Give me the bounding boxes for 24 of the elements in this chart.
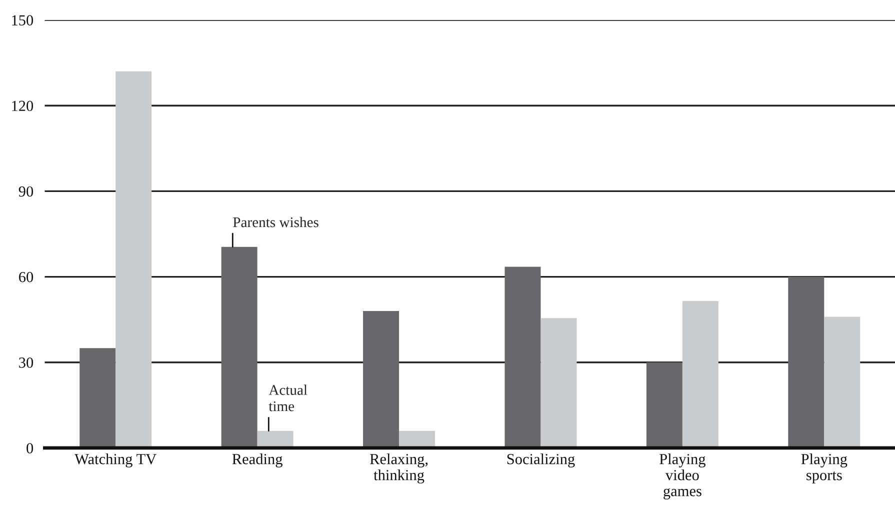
bar <box>540 318 577 448</box>
bar <box>80 348 116 448</box>
y-tick-label: 60 <box>19 272 34 282</box>
x-tick-label: Watching TV <box>74 454 156 468</box>
bar <box>682 301 718 448</box>
x-tick-label: Playing sports <box>801 454 848 484</box>
y-tick-label: 150 <box>12 15 34 26</box>
annotation: Actual time <box>268 384 308 412</box>
y-tick-label: 90 <box>18 186 34 197</box>
bar <box>363 311 400 448</box>
bar <box>824 316 860 448</box>
x-tick-label: Reading <box>232 454 282 468</box>
y-tick-label: 120 <box>12 100 34 112</box>
bar <box>504 266 541 448</box>
annotation: Parents wishes <box>233 216 318 228</box>
bar <box>116 71 152 448</box>
x-tick-label: Relaxing, thinking <box>370 454 428 484</box>
x-tick-label: Playing video games <box>660 454 706 500</box>
bar <box>788 276 824 448</box>
bar <box>221 246 258 448</box>
bar <box>646 362 682 448</box>
y-tick-label: 30 <box>19 358 34 368</box>
y-tick-label: 0 <box>26 443 34 454</box>
x-tick-label: Socializing <box>507 454 575 468</box>
